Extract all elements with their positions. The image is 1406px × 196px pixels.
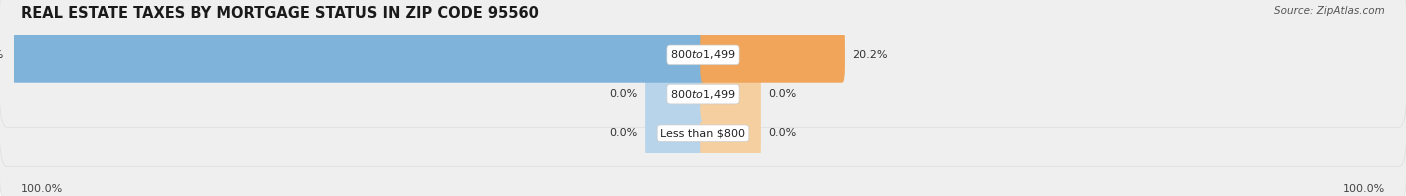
- FancyBboxPatch shape: [700, 27, 845, 83]
- Text: 20.2%: 20.2%: [852, 50, 889, 60]
- Text: 0.0%: 0.0%: [609, 89, 637, 99]
- Text: REAL ESTATE TAXES BY MORTGAGE STATUS IN ZIP CODE 95560: REAL ESTATE TAXES BY MORTGAGE STATUS IN …: [21, 6, 538, 21]
- Text: 0.0%: 0.0%: [769, 89, 797, 99]
- FancyBboxPatch shape: [700, 66, 761, 122]
- Text: 100.0%: 100.0%: [1343, 184, 1385, 194]
- Text: $800 to $1,499: $800 to $1,499: [671, 48, 735, 61]
- Text: Less than $800: Less than $800: [661, 128, 745, 138]
- FancyBboxPatch shape: [645, 105, 706, 161]
- Text: 0.0%: 0.0%: [769, 128, 797, 138]
- FancyBboxPatch shape: [645, 66, 706, 122]
- Text: $800 to $1,499: $800 to $1,499: [671, 88, 735, 101]
- Text: Source: ZipAtlas.com: Source: ZipAtlas.com: [1274, 6, 1385, 16]
- FancyBboxPatch shape: [11, 27, 706, 83]
- FancyBboxPatch shape: [0, 0, 1406, 127]
- Text: 0.0%: 0.0%: [609, 128, 637, 138]
- FancyBboxPatch shape: [700, 105, 761, 161]
- Text: 100.0%: 100.0%: [21, 184, 63, 194]
- FancyBboxPatch shape: [0, 22, 1406, 167]
- Text: 100.0%: 100.0%: [0, 50, 4, 60]
- FancyBboxPatch shape: [0, 61, 1406, 196]
- Legend: Without Mortgage, With Mortgage: Without Mortgage, With Mortgage: [585, 193, 821, 196]
